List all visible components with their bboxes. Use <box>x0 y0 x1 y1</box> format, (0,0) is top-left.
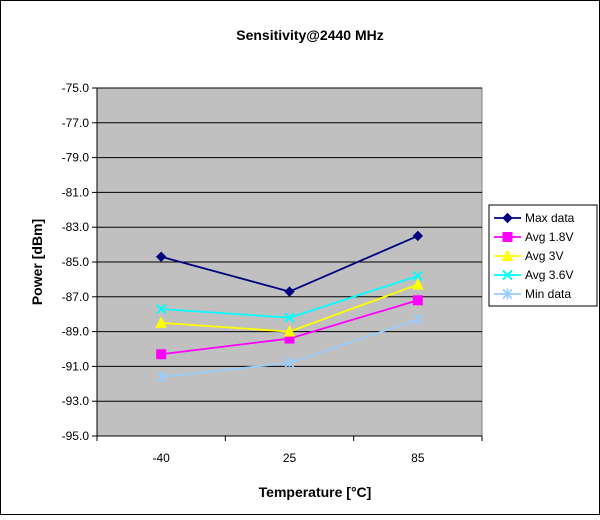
y-tick-label: -91.0 <box>62 359 90 373</box>
data-point-avg-3v <box>412 278 424 290</box>
data-point-avg-3-6v <box>155 303 167 315</box>
data-point-avg-3-6v <box>412 270 424 282</box>
data-point-avg-1-8v <box>156 349 167 360</box>
legend-marker <box>502 212 513 224</box>
chart-title: Sensitivity@2440 MHz <box>236 27 384 43</box>
y-tick-label: -87.0 <box>62 290 90 304</box>
y-tick-label: -81.0 <box>62 185 90 199</box>
plot-area: -75.0 -77.0 -79.0 -81.0 -83.0 -85.0 -87.0 -89.0… <box>62 81 483 465</box>
y-tick-label: -95.0 <box>62 429 90 443</box>
x-axis-label: Temperature [°C] <box>259 484 372 500</box>
legend-label: Avg 1.8V <box>525 230 573 244</box>
x-tick-label: -40 <box>152 451 170 465</box>
y-tick-label: -89.0 <box>62 325 90 339</box>
legend-label: Avg 3V <box>525 249 563 263</box>
y-axis-label: Power [dBm] <box>29 219 45 305</box>
legend-label: Max data <box>525 211 575 225</box>
data-point-max-data <box>284 286 295 297</box>
data-point-max-data <box>155 251 167 262</box>
y-tick-label: -85.0 <box>62 255 90 269</box>
legend-marker <box>501 249 514 261</box>
y-tick-label: -75.0 <box>62 81 90 95</box>
x-tick-label: 85 <box>411 451 425 465</box>
y-tick-label: -83.0 <box>62 220 90 234</box>
data-point-min-data <box>156 371 167 383</box>
data-point-min-data <box>284 357 295 369</box>
data-point-avg-3v <box>155 316 167 328</box>
data-point-min-data <box>412 313 423 325</box>
legend-label: Avg 3.6V <box>525 268 573 282</box>
data-point-avg-1-8v <box>412 295 423 306</box>
y-tick-label: -93.0 <box>62 394 90 408</box>
data-point-avg-3v <box>283 324 296 337</box>
y-tick-label: -77.0 <box>62 116 90 130</box>
legend-marker <box>502 288 513 300</box>
x-tick-label: 25 <box>283 451 297 465</box>
legend-marker <box>502 269 513 281</box>
legend-marker <box>502 232 513 242</box>
legend: Max data Avg 1.8V Avg 3V Avg 3.6V Min data <box>488 204 598 307</box>
data-point-max-data <box>412 230 424 242</box>
y-tick-label: -79.0 <box>62 151 90 165</box>
legend-label: Min data <box>525 287 571 301</box>
data-point-avg-3-6v <box>284 312 295 323</box>
